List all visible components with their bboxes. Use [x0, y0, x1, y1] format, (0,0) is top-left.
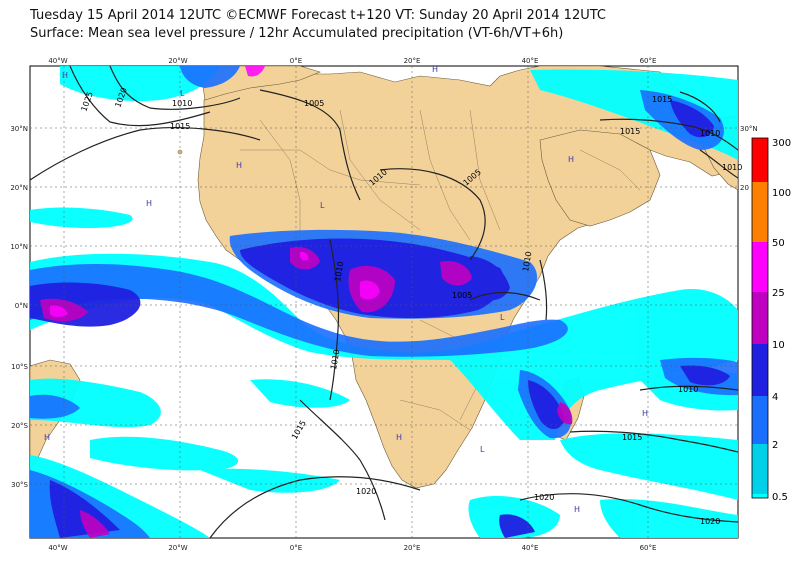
lon-label: 60°E	[640, 544, 657, 552]
colorbar-swatch	[752, 292, 768, 344]
colorbar-label: 2	[772, 440, 778, 451]
colorbar-label: 25	[772, 288, 785, 299]
colorbar-swatch	[752, 494, 768, 498]
colorbar-labels: 300 100 50 25 10 4 2 0.5	[772, 138, 791, 503]
lon-label: 20°E	[404, 544, 421, 552]
chart-subtitle: Surface: Mean sea level pressure / 12hr …	[30, 26, 564, 41]
isobar-label: 1020	[700, 517, 720, 526]
isobar-label: 1010	[329, 349, 341, 371]
lon-label: 60°E	[640, 57, 657, 65]
colorbar-label: 0.5	[772, 492, 788, 503]
colorbar-swatch	[752, 242, 768, 292]
low-pressure-marker: L	[500, 313, 505, 322]
latitude-labels-left: 30°N 20°N 10°N 0°N 10°S 20°S 30°S	[10, 125, 28, 489]
lon-label: 0°E	[290, 57, 302, 65]
lat-label: 10°N	[10, 243, 28, 251]
colorbar-label: 100	[772, 188, 791, 199]
colorbar-label: 300	[772, 138, 791, 149]
colorbar-swatch	[752, 138, 768, 182]
high-pressure-marker: H	[568, 155, 574, 164]
lon-label: 40°W	[48, 57, 67, 65]
colorbar-swatch	[752, 444, 768, 494]
high-pressure-marker: H	[396, 433, 402, 442]
chart-title: Tuesday 15 April 2014 12UTC ©ECMWF Forec…	[30, 8, 606, 23]
high-pressure-marker: H	[432, 65, 438, 74]
lon-label: 40°E	[522, 57, 539, 65]
isobar-label: 1010	[722, 163, 742, 172]
high-pressure-marker: H	[146, 199, 152, 208]
isobar-label: 1015	[170, 122, 190, 131]
high-pressure-marker: H	[574, 505, 580, 514]
isobar-label: 1020	[356, 487, 376, 496]
isobar-label: 1010	[172, 99, 192, 108]
lat-label: 30°N	[10, 125, 28, 133]
lat-label: 0°N	[15, 302, 28, 310]
latitude-labels-right: 30°N 20	[740, 125, 758, 192]
lat-label: 30°N	[740, 125, 758, 133]
high-pressure-marker: H	[62, 71, 68, 80]
lon-label: 0°E	[290, 544, 302, 552]
lon-label: 40°E	[522, 544, 539, 552]
isobar-label: 1020	[534, 493, 554, 502]
isobar-label: 1005	[304, 99, 324, 108]
graticule	[30, 66, 738, 538]
colorbar-swatch	[752, 182, 768, 242]
colorbar-swatch	[752, 344, 768, 396]
high-pressure-marker: H	[642, 409, 648, 418]
isobar-label: 1010	[333, 261, 345, 283]
isobar-label: 1015	[652, 95, 672, 104]
lat-label: 20°S	[11, 422, 28, 430]
longitude-labels-bottom: 40°W 20°W 0°E 20°E 40°E 60°E	[48, 544, 656, 552]
lat-label: 10°S	[11, 363, 28, 371]
lat-label: 20°N	[10, 184, 28, 192]
lon-label: 20°W	[168, 544, 187, 552]
arabia-landmass	[539, 129, 661, 227]
colorbar-label: 50	[772, 238, 785, 249]
isobars	[30, 66, 738, 538]
isobar-label: 1005	[452, 291, 472, 300]
high-pressure-marker: H	[44, 433, 50, 442]
lat-label: 20	[740, 184, 749, 192]
lat-label: 30°S	[11, 481, 28, 489]
colorbar-label: 4	[772, 392, 778, 403]
low-pressure-marker: L	[480, 445, 485, 454]
colorbar-label: 10	[772, 340, 785, 351]
precipitation-colorbar	[751, 137, 769, 499]
low-pressure-marker: L	[180, 89, 185, 98]
lon-label: 20°W	[168, 57, 187, 65]
lon-label: 40°W	[48, 544, 67, 552]
lon-label: 20°E	[404, 57, 421, 65]
isobar-label: 1015	[622, 433, 642, 442]
longitude-labels-top: 40°W 20°W 0°E 20°E 40°E 60°E	[48, 57, 656, 65]
high-pressure-marker: H	[236, 161, 242, 170]
isobar-label: 1015	[620, 127, 640, 136]
isobar-label: 1010	[700, 129, 720, 138]
colorbar-swatch	[752, 396, 768, 444]
low-pressure-marker: L	[320, 201, 325, 210]
isobar-label: 1010	[678, 385, 698, 394]
isobar-label: 1010	[521, 251, 533, 273]
pressure-centers: H L H H L H H H L H L H H	[44, 65, 648, 514]
